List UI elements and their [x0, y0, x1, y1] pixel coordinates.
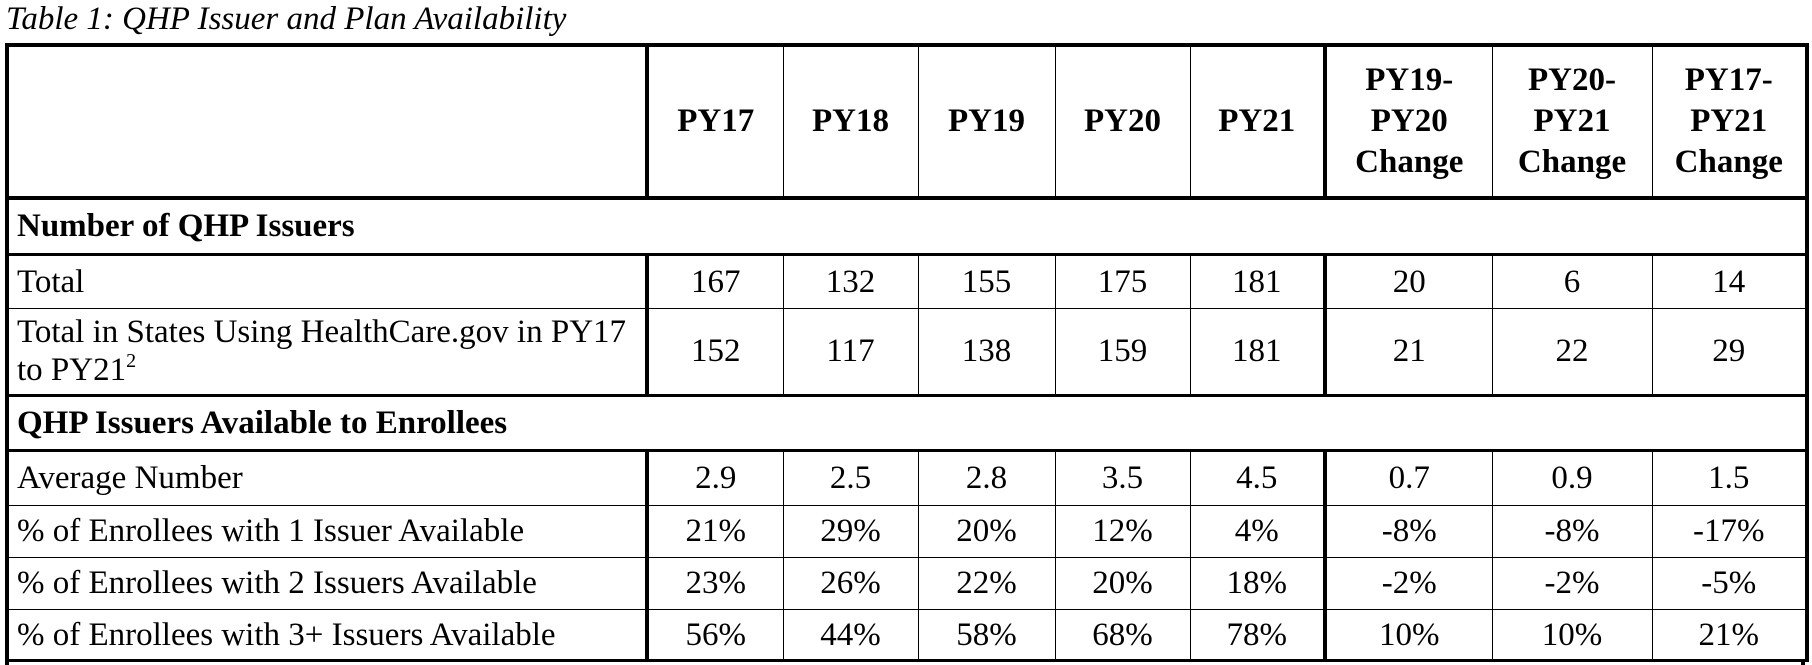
data-row: % of Enrollees with 2 Issuers Available 2…: [6, 556, 1808, 610]
table-continuation: [5, 659, 1805, 665]
value-cell: 3.5: [1054, 449, 1191, 506]
value-cell: 0.9: [1491, 449, 1653, 506]
value-cell: 12%: [1054, 504, 1191, 558]
value-cell: 21%: [645, 504, 784, 558]
value-cell: 14: [1651, 253, 1808, 309]
value-cell: 68%: [1054, 608, 1191, 662]
column-header: PY18: [782, 44, 919, 200]
value-cell: 10%: [1491, 608, 1653, 662]
value-cell: 181: [1189, 307, 1326, 396]
value-cell: -8%: [1491, 504, 1653, 558]
value-cell: 21: [1323, 307, 1493, 396]
value-cell: 0.7: [1323, 449, 1493, 506]
header-row: PY17 PY18 PY19 PY20 PY21 PY19- PY20 Change PY20-…: [6, 44, 1808, 200]
value-cell: 20%: [1054, 556, 1191, 610]
section-title: Number of QHP Issuers: [6, 196, 1808, 256]
value-cell: 20: [1323, 253, 1493, 309]
value-cell: 56%: [645, 608, 784, 662]
data-row: Total in States Using HealthCare.gov in …: [6, 307, 1808, 396]
value-cell: 132: [782, 253, 919, 309]
value-cell: 26%: [782, 556, 919, 610]
data-row: Total 167 132 155 175 181 20 6 14: [6, 253, 1808, 309]
data-table: PY17 PY18 PY19 PY20 PY21 PY19- PY20 Change PY20-…: [5, 43, 1809, 662]
value-cell: 23%: [645, 556, 784, 610]
column-header: PY19- PY20 Change: [1323, 44, 1493, 200]
section-row: QHP Issuers Available to Enrollees: [6, 393, 1808, 452]
value-cell: 117: [782, 307, 919, 396]
value-cell: -2%: [1323, 556, 1493, 610]
value-cell: -2%: [1491, 556, 1653, 610]
value-cell: -17%: [1651, 504, 1808, 558]
value-cell: 6: [1491, 253, 1653, 309]
header-line: PY17-: [1684, 62, 1773, 98]
data-row: % of Enrollees with 1 Issuer Available 21…: [6, 504, 1808, 558]
value-cell: 44%: [782, 608, 919, 662]
data-row: Average Number 2.9 2.5 2.8 3.5 4.5 0.7 0.9 1.5: [6, 449, 1808, 506]
value-cell: 58%: [917, 608, 1056, 662]
row-label-text: Total: [17, 263, 85, 300]
header-line: PY21: [1218, 103, 1296, 139]
header-cell: [6, 44, 648, 200]
header-line: PY20: [1084, 103, 1161, 139]
row-label: % of Enrollees with 3+ Issuers Available: [6, 608, 648, 662]
header-line: PY18: [812, 103, 889, 139]
value-cell: 4.5: [1189, 449, 1326, 506]
value-cell: 29: [1651, 307, 1808, 396]
value-cell: -8%: [1323, 504, 1493, 558]
value-cell: 2.5: [782, 449, 919, 506]
section-row: Number of QHP Issuers: [6, 196, 1808, 256]
value-cell: 2.8: [917, 449, 1056, 506]
header-line: PY17: [677, 103, 755, 139]
value-cell: 159: [1054, 307, 1191, 396]
column-header: PY17: [645, 44, 784, 200]
value-cell: 4%: [1189, 504, 1326, 558]
row-label-text: % of Enrollees with 2 Issuers Available: [17, 565, 537, 601]
header-line: PY19: [948, 103, 1025, 139]
column-header: PY20: [1054, 44, 1191, 200]
row-label: Total in States Using HealthCare.gov in …: [6, 307, 648, 396]
value-cell: 21%: [1651, 608, 1808, 662]
data-row: % of Enrollees with 3+ Issuers Available…: [6, 608, 1808, 662]
header-line: Change: [1674, 144, 1783, 180]
header-line: PY21: [1690, 103, 1768, 139]
column-header: PY20- PY21 Change: [1491, 44, 1653, 200]
value-cell: 181: [1189, 253, 1326, 309]
value-cell: 18%: [1189, 556, 1326, 610]
value-cell: 175: [1054, 253, 1191, 309]
section-title: QHP Issuers Available to Enrollees: [6, 393, 1808, 452]
row-label-text: Total in States Using HealthCare.gov in …: [17, 314, 627, 388]
table-caption: Table 1: QHP Issuer and Plan Availabilit…: [6, 1, 567, 37]
value-cell: 152: [645, 307, 784, 396]
value-cell: 20%: [917, 504, 1056, 558]
value-cell: 10%: [1323, 608, 1493, 662]
header-line: PY19-: [1365, 62, 1454, 98]
row-label-text: % of Enrollees with 1 Issuer Available: [17, 513, 525, 549]
value-cell: -5%: [1651, 556, 1808, 610]
value-cell: 138: [917, 307, 1056, 396]
row-label-text: Average Number: [17, 460, 243, 496]
column-header: PY19: [917, 44, 1056, 200]
value-cell: 78%: [1189, 608, 1326, 662]
header-line: Change: [1517, 144, 1627, 180]
value-cell: 29%: [782, 504, 919, 558]
header-line: PY20: [1370, 103, 1448, 139]
value-cell: 22%: [917, 556, 1056, 610]
value-cell: 22: [1491, 307, 1653, 396]
row-label: Average Number: [6, 449, 648, 506]
row-label: Total: [6, 253, 648, 309]
header-line: Change: [1355, 144, 1464, 180]
value-cell: 155: [917, 253, 1056, 309]
value-cell: 1.5: [1651, 449, 1808, 506]
row-label: % of Enrollees with 2 Issuers Available: [6, 556, 648, 610]
row-label: % of Enrollees with 1 Issuer Available: [6, 504, 648, 558]
header-line: PY21: [1533, 103, 1611, 139]
value-cell: 167: [645, 253, 784, 309]
column-header: PY17- PY21 Change: [1651, 44, 1808, 200]
value-cell: 2.9: [645, 449, 784, 506]
row-label-text: % of Enrollees with 3+ Issuers Available: [17, 617, 556, 653]
header-line: PY20-: [1528, 62, 1616, 98]
column-header: PY21: [1189, 44, 1326, 200]
footnote-marker: 2: [126, 350, 137, 372]
